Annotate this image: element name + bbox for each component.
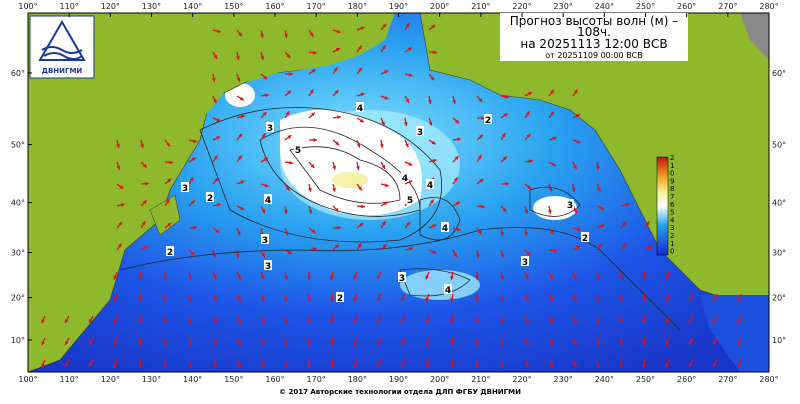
contour-label: 4 [442,224,448,234]
lon-label: 100° [18,2,37,11]
contour-label: 3 [567,201,573,211]
contour-label: 2 [582,234,588,244]
lon-label: 130° [142,375,161,384]
contour-label: 5 [407,196,413,206]
colorbar-label: 4 [670,216,675,224]
lat-label: 10° [11,336,25,345]
lon-label: 140° [183,2,202,11]
contour-label: 2 [207,194,213,204]
contour-label: 4 [445,286,451,296]
lon-label: 130° [142,2,161,11]
contour-label: 2 [485,116,491,126]
contour-label: 3 [522,258,528,268]
lat-label: 50° [11,141,25,150]
lon-label: 170° [307,375,326,384]
colorbar-label: 0 [670,170,674,178]
lon-label: 260° [677,375,696,384]
colorbar-label: 2 [670,232,674,240]
lon-label: 110° [60,2,79,11]
lat-label: 20° [772,294,786,303]
lat-label: 10° [772,336,786,345]
lon-label: 270° [718,2,737,11]
colorbar [657,157,668,255]
lon-label: 240° [595,375,614,384]
lon-label: 250° [636,2,655,11]
lon-label: 180° [348,2,367,11]
colorbar-label: 3 [670,224,674,232]
lon-label: 160° [265,2,284,11]
logo-text: ДВНИГМИ [42,67,83,75]
contour-label: 4 [357,104,363,114]
lon-label: 140° [183,375,202,384]
colorbar-label: 6 [670,201,675,209]
lon-label: 280° [759,375,778,384]
contour-label: 4 [402,174,408,184]
colorbar-label: 9 [670,177,674,185]
lon-label: 260° [677,2,696,11]
lon-label: 190° [389,375,408,384]
lon-label: 240° [595,2,614,11]
contour-label: 3 [267,124,273,134]
colorbar-label: 0 [670,248,674,256]
contour-label: 2 [337,294,343,304]
lon-label: 160° [265,375,284,384]
colorbar-label: 1 [670,240,674,248]
lon-label: 110° [60,375,79,384]
lon-label: 280° [759,2,778,11]
lon-label: 230° [554,375,573,384]
contour-label: 2 [167,248,173,258]
lat-label: 60° [772,69,786,78]
lon-label: 150° [224,2,243,11]
footer: © 2017 Авторские технологии отдела ДЛП Ф… [279,388,521,396]
lon-label: 190° [389,2,408,11]
colorbar-label: 8 [670,185,674,193]
lat-label: 50° [772,141,786,150]
lon-label: 170° [307,2,326,11]
contour-label: 5 [295,146,301,156]
colorbar-label: 5 [670,209,674,217]
contour-label: 3 [417,128,423,138]
lon-label: 100° [18,375,37,384]
lon-label: 120° [101,2,120,11]
colorbar-label: 1 [670,162,674,170]
lon-label: 230° [554,2,573,11]
contour-label: 3 [265,262,271,272]
contour-label: 4 [265,196,271,206]
colorbar-label: 7 [670,193,674,201]
contour-label: 3 [262,236,268,246]
lon-label: 220° [512,375,531,384]
lon-label: 180° [348,375,367,384]
lon-label: 270° [718,375,737,384]
colorbar-label: 2 [670,154,674,162]
lat-label: 40° [11,199,25,208]
lat-label: 20° [11,294,25,303]
lat-label: 60° [11,69,25,78]
lon-label: 200° [430,375,449,384]
title-line: от 20251109 00:00 ВСВ [545,51,643,60]
lon-label: 210° [471,375,490,384]
lon-label: 200° [430,2,449,11]
lat-label: 30° [772,249,786,258]
lon-label: 120° [101,375,120,384]
logo: ДВНИГМИ [30,16,94,78]
lon-label: 150° [224,375,243,384]
contour-label: 4 [427,181,433,191]
lon-label: 210° [471,2,490,11]
title-line: на 20251113 12:00 ВСВ [520,37,667,51]
lat-label: 30° [11,249,25,258]
contour-label: 3 [182,184,188,194]
contour-label: 3 [399,274,405,284]
lat-label: 40° [772,199,786,208]
lon-label: 220° [512,2,531,11]
lon-label: 250° [636,375,655,384]
